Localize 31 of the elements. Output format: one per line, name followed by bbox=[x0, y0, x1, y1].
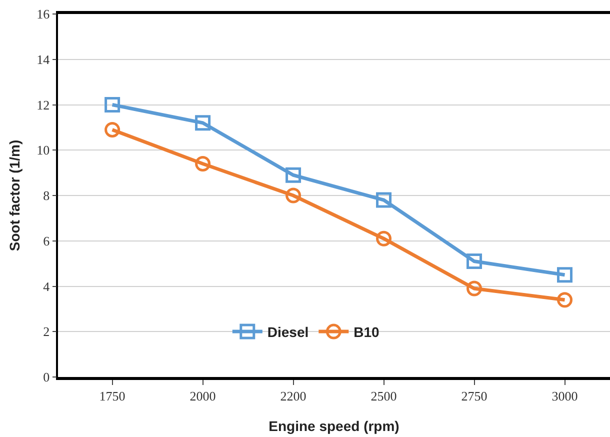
y-tick-label: 12 bbox=[36, 97, 50, 112]
point bbox=[376, 230, 392, 246]
x-tick-label: 2200 bbox=[280, 388, 306, 404]
legend-label: B10 bbox=[354, 324, 380, 340]
point bbox=[466, 254, 482, 270]
y-tick-label: 14 bbox=[36, 52, 50, 67]
y-tick-label: 2 bbox=[43, 324, 50, 340]
y-tick-label: 10 bbox=[36, 142, 50, 158]
x-axis-title: Engine speed (rpm) bbox=[268, 418, 400, 434]
y-tick-label: 4 bbox=[43, 278, 50, 294]
y-tick-label: 6 bbox=[43, 233, 50, 248]
point bbox=[557, 267, 572, 283]
point bbox=[376, 192, 392, 208]
x-tick-label: 2000 bbox=[190, 388, 216, 404]
legend-label: Diesel bbox=[267, 324, 309, 340]
x-tick-label: 2750 bbox=[461, 388, 488, 404]
point bbox=[286, 188, 302, 204]
y-tick-label: 0 bbox=[43, 370, 50, 385]
point bbox=[286, 167, 302, 183]
x-tick-label: 1750 bbox=[99, 388, 126, 404]
x-tick-label: 3000 bbox=[552, 388, 578, 404]
point bbox=[557, 292, 572, 308]
x-tick-label: 2500 bbox=[370, 388, 397, 404]
point bbox=[195, 156, 211, 172]
y-tick-label: 16 bbox=[36, 6, 50, 22]
point bbox=[104, 122, 120, 138]
point bbox=[195, 115, 211, 131]
point bbox=[466, 280, 482, 296]
y-tick-label: 8 bbox=[43, 188, 50, 204]
y-axis-title: Soot factor (1/m) bbox=[6, 140, 22, 252]
point bbox=[104, 97, 120, 112]
